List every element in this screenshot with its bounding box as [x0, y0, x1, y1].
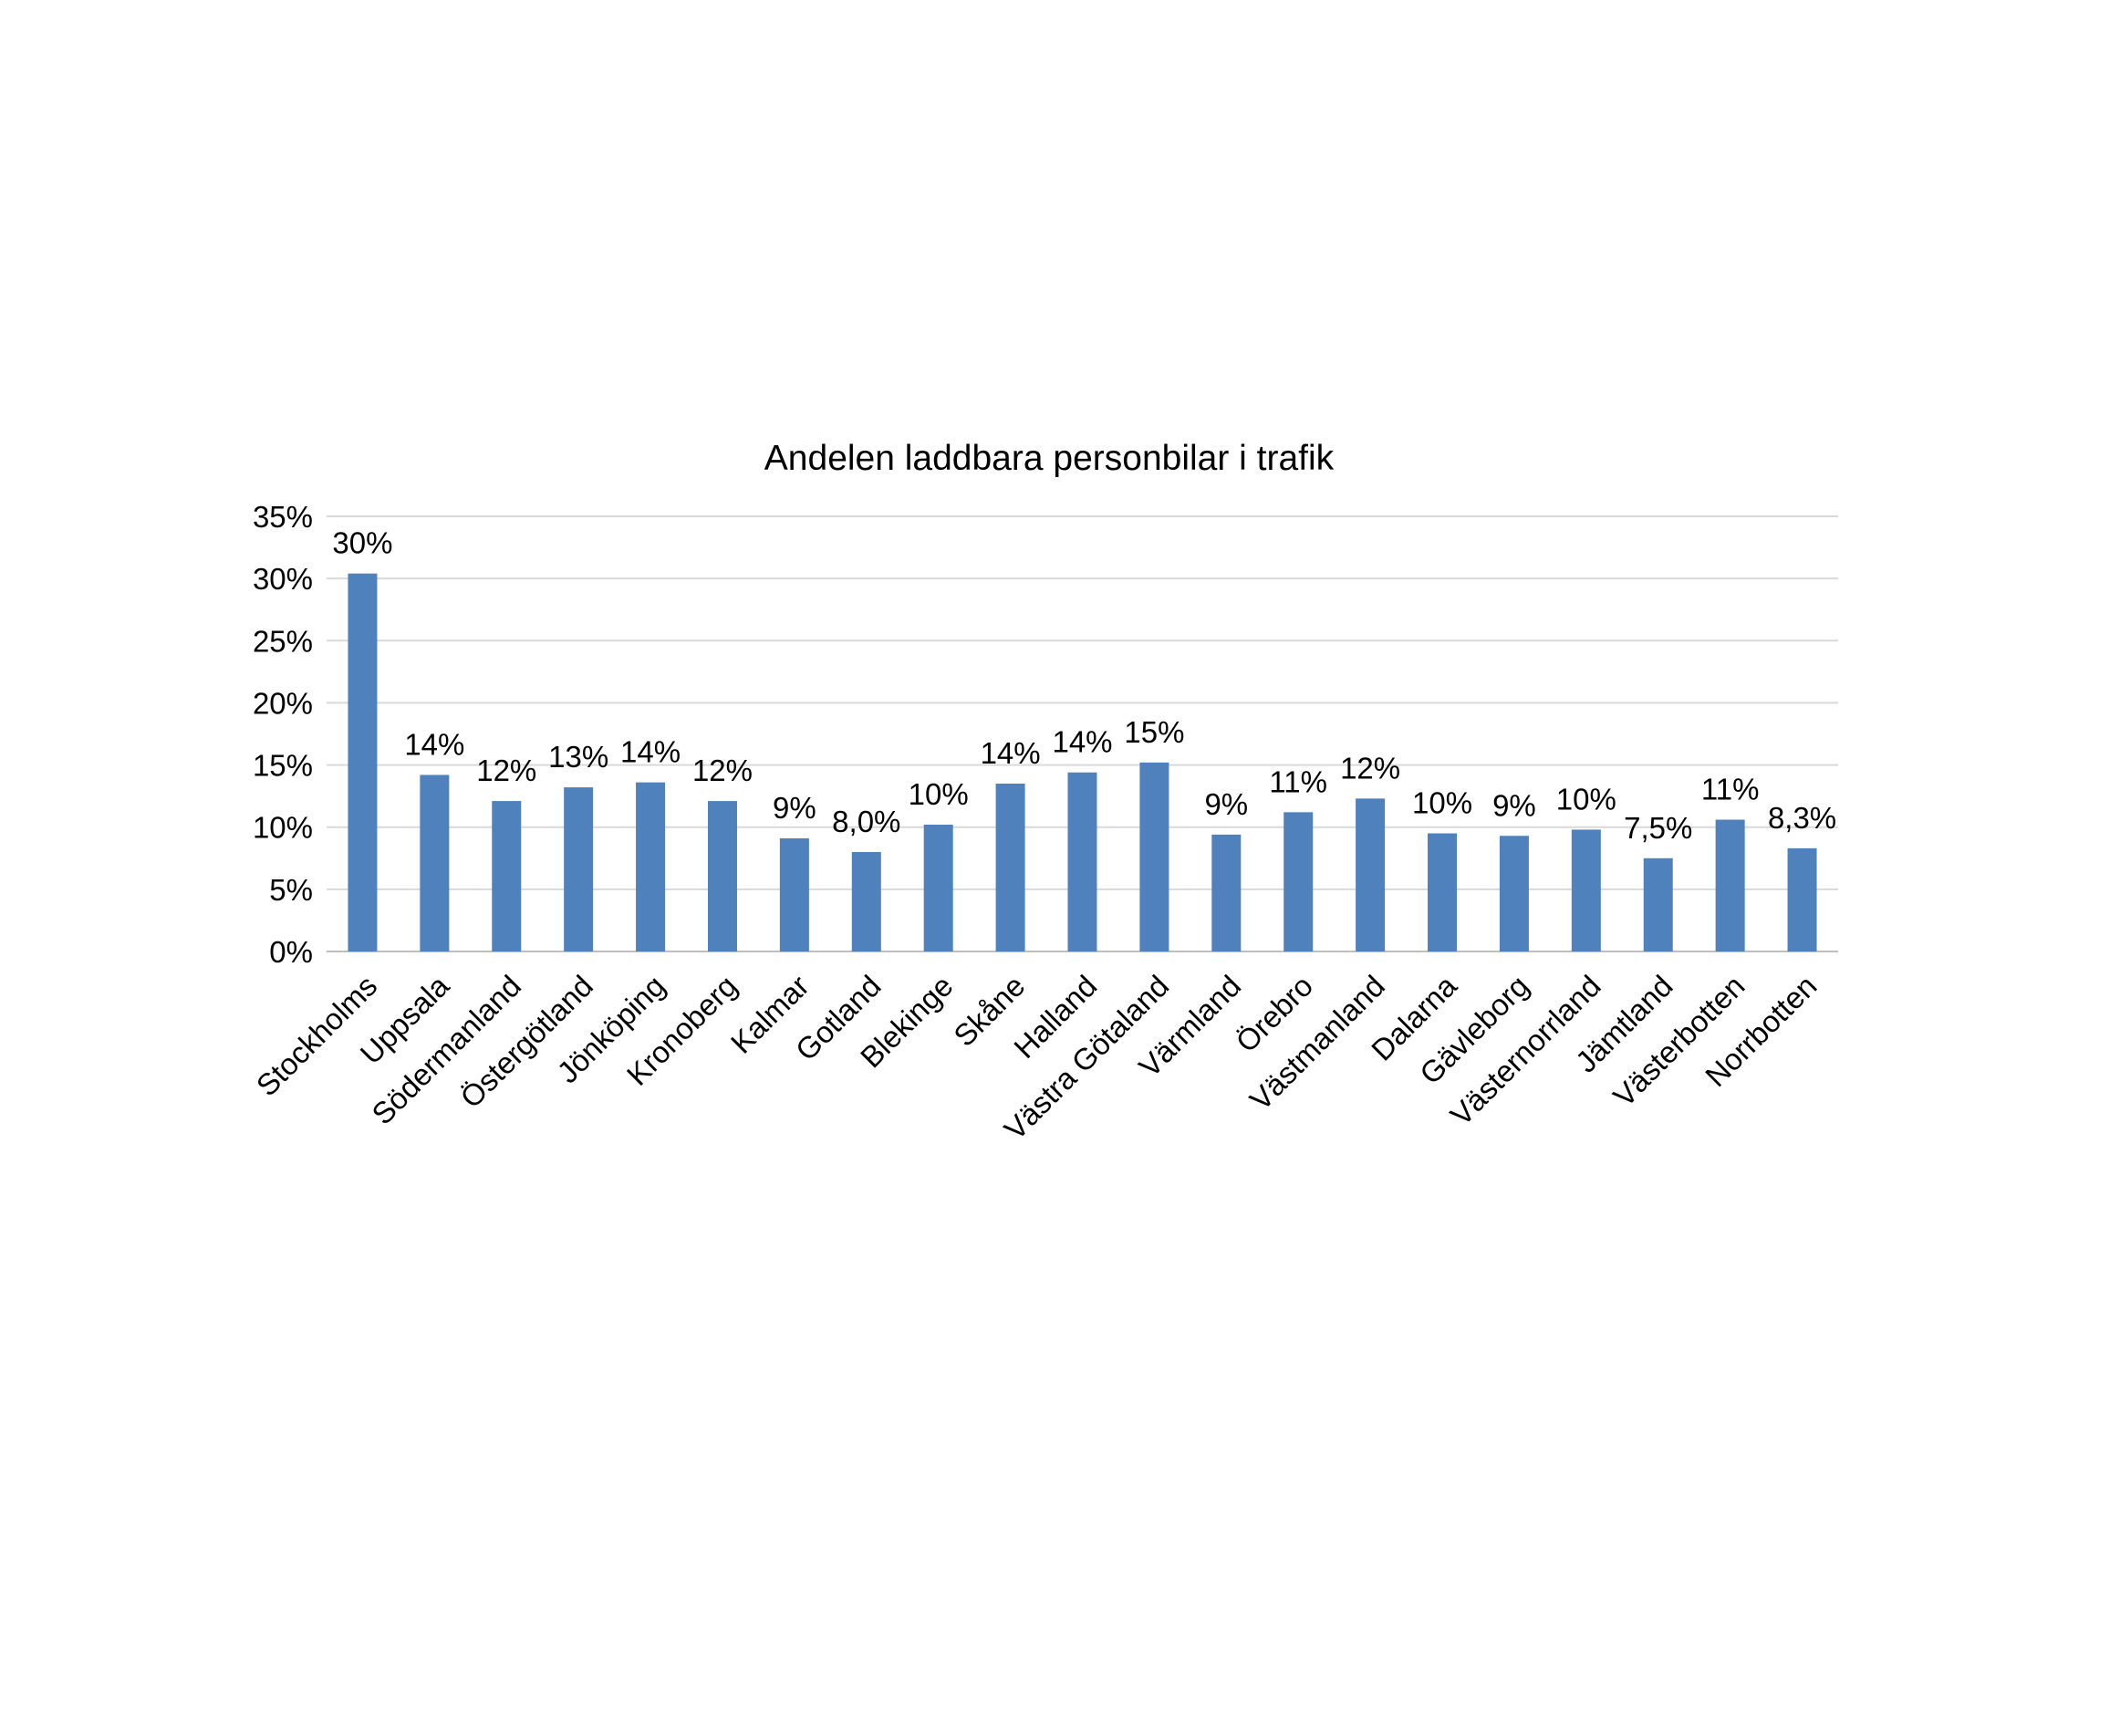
bar	[779, 837, 809, 951]
bar	[707, 801, 737, 951]
data-label: 11%	[1701, 773, 1760, 806]
bars	[348, 573, 1817, 951]
data-label: 8,3%	[1768, 801, 1836, 835]
data-label: 14%	[981, 736, 1041, 770]
data-label: 14%	[1052, 725, 1112, 759]
data-label: 11%	[1269, 764, 1327, 798]
data-label: 12%	[476, 754, 536, 787]
y-tick-label: 10%	[253, 811, 313, 845]
data-label: 10%	[1556, 782, 1616, 816]
data-label: 14%	[620, 735, 681, 769]
bar	[1499, 836, 1529, 951]
y-tick-label: 35%	[253, 500, 313, 534]
bar	[636, 782, 666, 951]
bar	[1283, 812, 1314, 951]
bar	[348, 573, 378, 951]
y-tick-label: 25%	[253, 624, 313, 658]
data-label: 14%	[404, 727, 464, 761]
bar	[1139, 762, 1169, 951]
data-label: 8,0%	[832, 805, 900, 838]
bar	[995, 784, 1025, 951]
data-label: 10%	[909, 777, 969, 811]
data-label: 30%	[332, 526, 392, 560]
bar	[1787, 847, 1817, 951]
chart-title: Andelen laddbara personbilar i trafik	[764, 439, 1335, 478]
data-label: 9%	[1492, 788, 1536, 822]
data-label: 9%	[773, 791, 816, 825]
bar	[1715, 819, 1745, 951]
y-tick-label: 30%	[253, 562, 313, 596]
bar	[851, 851, 881, 951]
bar	[923, 824, 953, 951]
y-axis-ticks: 0% 5% 10% 15% 20% 25% 30% 35%	[253, 500, 313, 969]
data-label: 7,5%	[1624, 811, 1692, 845]
bar	[564, 787, 594, 951]
y-tick-label: 20%	[253, 686, 313, 720]
data-labels: 30% 14% 12% 13% 14% 12% 9% 8,0% 10% 14% 14% 15% 9% 11…	[332, 526, 1836, 845]
bar	[1428, 833, 1458, 951]
bar	[420, 774, 450, 951]
x-axis-labels: StockholmsUppsalaSödermanlandÖstergötlan…	[250, 968, 1824, 1146]
bar	[1571, 829, 1601, 951]
bar	[492, 801, 522, 951]
data-label: 15%	[1124, 715, 1184, 749]
data-label: 12%	[1340, 751, 1400, 785]
bar	[1211, 834, 1242, 951]
y-tick-label: 15%	[253, 749, 313, 783]
y-tick-label: 5%	[269, 873, 313, 907]
bar	[1356, 798, 1386, 951]
data-label: 10%	[1412, 786, 1472, 820]
data-label: 12%	[692, 754, 753, 787]
y-tick-label: 0%	[269, 935, 313, 969]
data-label: 13%	[548, 740, 608, 774]
bar	[1643, 858, 1673, 951]
bar	[1067, 772, 1097, 951]
data-label: 9%	[1204, 787, 1248, 821]
